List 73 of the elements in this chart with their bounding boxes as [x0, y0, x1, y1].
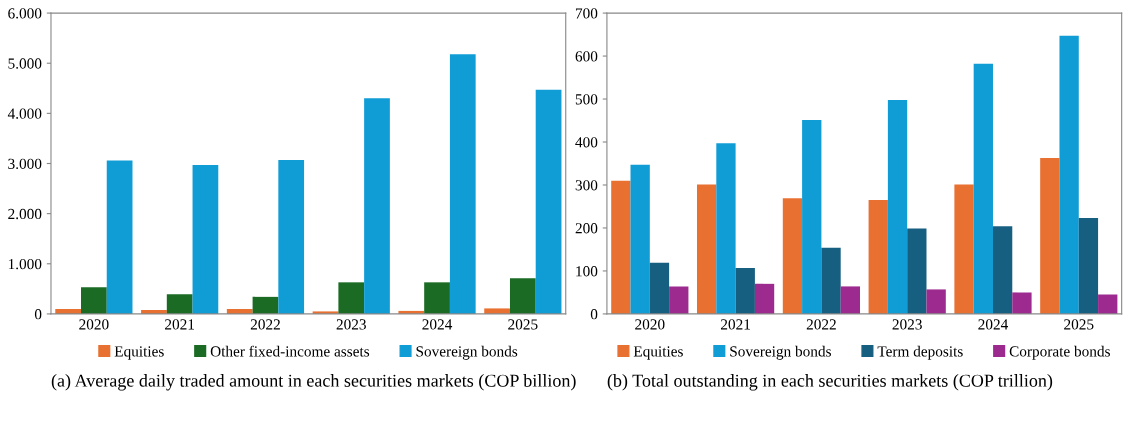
text: (b) Total outstanding in each securities markets (COP trillion) [607, 374, 1053, 391]
x-tick-label: 2025 [1064, 319, 1094, 330]
bar [697, 184, 717, 314]
bar [907, 228, 927, 314]
legend-label: Term deposits [877, 345, 963, 360]
y-tick-label: 4.000 [7, 108, 42, 119]
x-tick-label: 2021 [165, 319, 195, 330]
legend-label: Other fixed-income assets [210, 345, 370, 357]
bar [954, 184, 974, 314]
text: (a) Average daily traded amount in each securities markets (COP billion) [51, 374, 576, 391]
x-tick-label: 2025 [508, 319, 538, 330]
bar [926, 289, 946, 314]
bar [782, 198, 803, 314]
bar [868, 200, 888, 314]
bar [449, 54, 476, 314]
bar [424, 282, 450, 314]
y-tick-label: 300 [575, 180, 598, 191]
x-tick-label: 2022 [806, 319, 836, 330]
bar [1040, 157, 1060, 314]
bar [649, 262, 670, 314]
y-tick-label: 5.000 [8, 58, 42, 69]
x-tick-label: 2020 [635, 319, 665, 330]
y-tick-label: 200 [575, 223, 598, 234]
y-tick-label: 3.000 [8, 158, 42, 170]
x-tick-label: 2020 [79, 319, 109, 330]
bar [802, 120, 822, 314]
bar [754, 283, 775, 314]
x-tick-label: 2023 [892, 319, 922, 330]
y-tick-label: 500 [575, 94, 598, 105]
legend-label: Equities [633, 346, 683, 360]
legend-label: Sovereign bonds [730, 345, 831, 360]
x-tick-label: 2024 [978, 319, 1009, 330]
bar [252, 296, 279, 314]
bar [840, 286, 860, 314]
bar [821, 247, 841, 314]
bar [509, 278, 536, 314]
bar [992, 226, 1013, 314]
bar [630, 164, 650, 314]
legend-label: Equities [114, 346, 164, 360]
y-tick-label: 2.000 [8, 208, 42, 220]
x-tick-label: 2021 [721, 319, 750, 330]
bar [484, 308, 510, 314]
bar [1078, 218, 1099, 314]
y-tick-label: 6.000 [8, 8, 42, 19]
bar [278, 159, 305, 314]
bar [669, 286, 689, 314]
y-tick-label: 0 [590, 309, 598, 320]
bar [1012, 292, 1032, 314]
bar [716, 143, 736, 314]
bar [166, 294, 193, 314]
legend-label: Corporate bonds [1009, 345, 1110, 360]
bar [887, 99, 908, 314]
legend-label: Sovereign bonds [416, 345, 518, 360]
bar [106, 160, 133, 314]
bar [338, 282, 365, 314]
bar [192, 165, 219, 314]
bar [364, 98, 390, 314]
y-tick-label: 700 [575, 8, 598, 19]
y-tick-label: 600 [575, 51, 598, 62]
bar [973, 63, 993, 314]
x-tick-label: 2022 [250, 319, 280, 330]
y-tick-label: 100 [576, 266, 598, 277]
bar [535, 89, 562, 314]
bar [1098, 294, 1118, 314]
y-tick-label: 0 [34, 309, 42, 320]
y-tick-label: 1.000 [8, 258, 42, 270]
bar [735, 267, 755, 314]
bar [611, 180, 631, 314]
bar [81, 287, 107, 314]
x-tick-label: 2024 [422, 319, 453, 330]
bar [1059, 35, 1079, 314]
x-tick-label: 2023 [336, 319, 366, 330]
y-tick-label: 400 [575, 137, 598, 148]
